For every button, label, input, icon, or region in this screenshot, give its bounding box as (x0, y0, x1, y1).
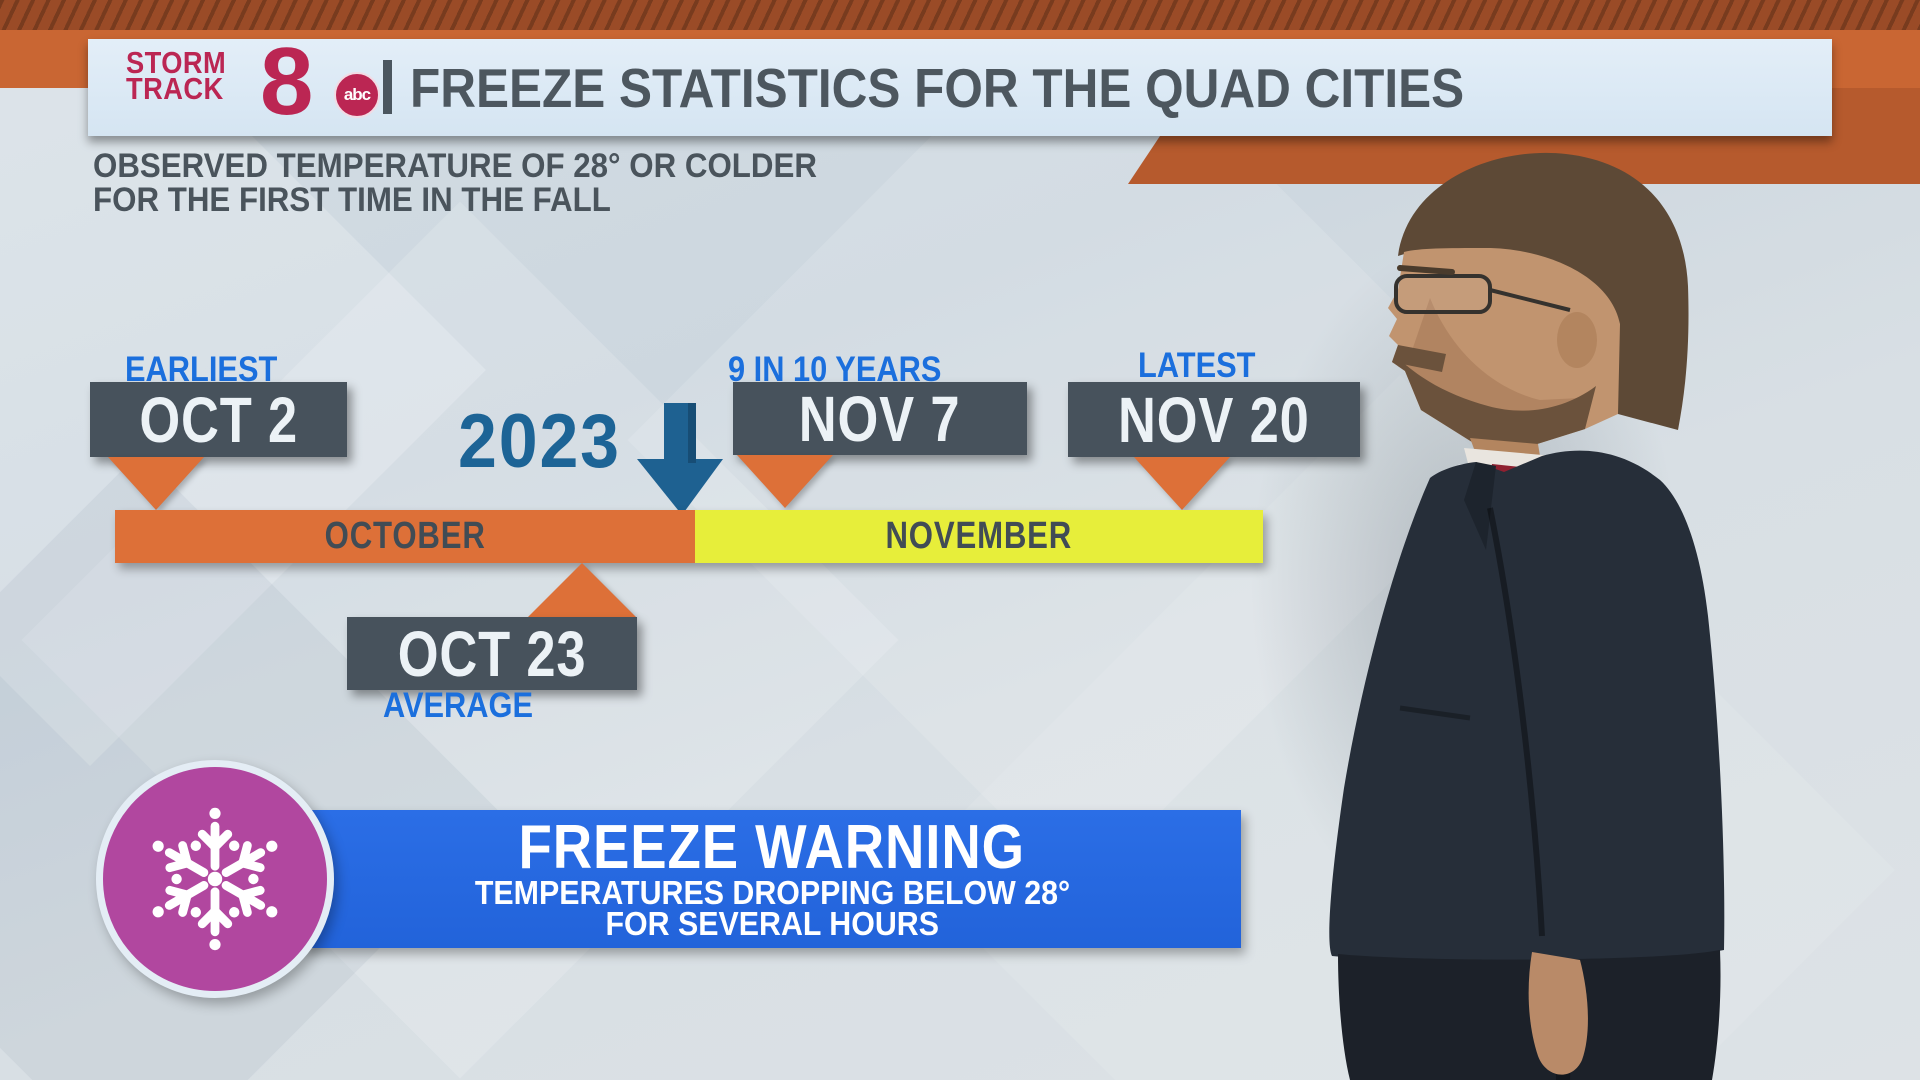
average-date-box: OCT 23 (347, 617, 637, 690)
october-label: OCTOBER (324, 515, 486, 557)
average-date: OCT 23 (397, 617, 587, 690)
page-title: FREEZE STATISTICS FOR THE QUAD CITIES (410, 57, 1465, 119)
year-2023-label: 2023 (458, 399, 621, 484)
subtitle: OBSERVED TEMPERATURE OF 28° OR COLDER FO… (93, 149, 817, 217)
subtitle-line1: OBSERVED TEMPERATURE OF 28° OR COLDER (93, 147, 817, 185)
abc-label: abc (343, 85, 371, 104)
earliest-date-box: OCT 2 (90, 382, 347, 457)
header-bar: STORM TRACK 8 abc FREEZE STATISTICS FOR … (88, 28, 1832, 136)
freeze-warning-panel: FREEZE WARNING TEMPERATURES DROPPING BEL… (303, 810, 1241, 948)
logo-track: TRACK (126, 71, 224, 106)
october-segment: OCTOBER (115, 510, 695, 563)
month-timeline-bar: OCTOBER NOVEMBER (115, 510, 1263, 563)
earliest-date: OCT 2 (139, 383, 298, 456)
latest-date: NOV 20 (1118, 383, 1310, 456)
marker-triangle-earliest (108, 457, 204, 510)
storm-track-logo: STORM TRACK (126, 45, 227, 106)
marker-triangle-nine-in-ten (737, 455, 833, 508)
nine-in-ten-date-box: NOV 7 (733, 382, 1027, 455)
subtitle-line2: FOR THE FIRST TIME IN THE FALL (93, 181, 611, 219)
marker-triangle-latest (1134, 457, 1230, 510)
title-divider (383, 60, 392, 114)
average-label: AVERAGE (383, 686, 534, 725)
year-down-arrow-icon (637, 403, 723, 515)
logo-storm: STORM (126, 45, 227, 80)
top-hatched-strip (0, 0, 1920, 30)
november-segment: NOVEMBER (695, 510, 1263, 563)
abc-network-icon: abc (334, 72, 380, 118)
channel-8-logo: 8 (260, 28, 314, 135)
latest-label: LATEST (1138, 346, 1256, 385)
weather-presenter (1329, 152, 1725, 1080)
snowflake-icon (152, 807, 278, 951)
freeze-warning-detail1: TEMPERATURES DROPPING BELOW 28° (474, 874, 1070, 911)
nine-in-ten-date: NOV 7 (799, 382, 961, 455)
snowflake-badge (96, 760, 334, 998)
latest-date-box: NOV 20 (1068, 382, 1360, 457)
freeze-warning-detail2: FOR SEVERAL HOURS (605, 905, 939, 942)
freeze-warning-title: FREEZE WARNING (518, 813, 1026, 882)
november-label: NOVEMBER (885, 515, 1073, 557)
marker-triangle-average (528, 563, 636, 617)
